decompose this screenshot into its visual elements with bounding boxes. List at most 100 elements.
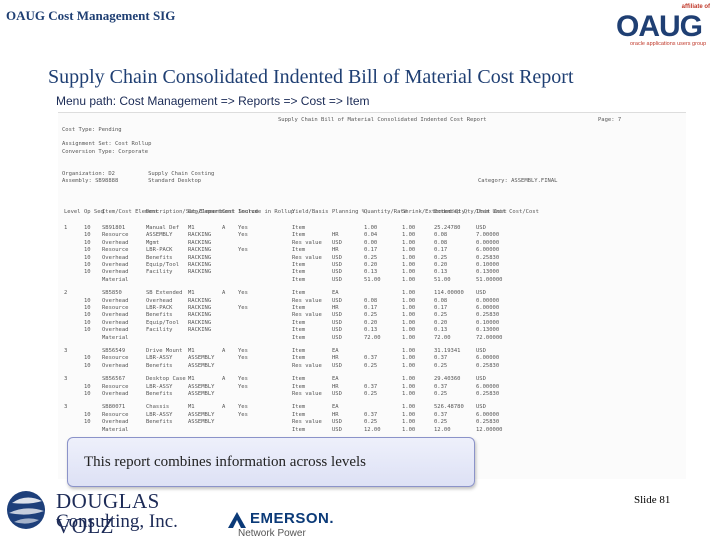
report-cell: A <box>222 290 226 297</box>
report-cell: 12.00000 <box>476 426 503 433</box>
report-cell: 10 <box>84 327 91 334</box>
report-cell: USD <box>476 225 486 231</box>
report-cell: 1 <box>64 225 68 231</box>
report-row: 10 Overhead Equip/Tool RACKING Item USD 0.20 1.… <box>62 262 682 269</box>
report-cell: RACKING <box>188 269 212 276</box>
report-cell: Resource <box>102 305 129 311</box>
report-cell: Benefits <box>146 254 173 261</box>
report-cell: 0.17 <box>364 305 378 311</box>
report-column-label: Description/Sub-Element <box>146 209 223 215</box>
report-cell: 10 <box>84 419 91 426</box>
partner-subtitle: Network Power <box>238 528 306 539</box>
report-meta-line: Assignment Set: Cost Rollup <box>62 141 152 147</box>
report-cell: Resource <box>102 355 129 362</box>
report-cell: 0.13000 <box>476 269 500 276</box>
report-cell: 0.25 <box>364 362 378 369</box>
report-cell: 10 <box>84 319 91 326</box>
report-row: 10 Resource LBR-PACK RACKING Yes Item HR 0.17 1.… <box>62 247 682 254</box>
report-cell: RACKING <box>188 305 212 311</box>
report-cell: RACKING <box>188 232 212 239</box>
report-cell: 10 <box>84 362 91 369</box>
report-cell: 0.08 <box>434 297 448 304</box>
report-meta-line: Organization: D2 Supply Chain Costing <box>62 171 215 177</box>
douglas-volz-logo: DOUGLAS VOLZ Consulting, Inc. <box>4 487 200 538</box>
report-cell: Resource <box>102 232 129 239</box>
report-row: Material Item USD 72.00 1.00 72.00 72.00000 <box>62 335 682 342</box>
report-cell: 0.25830 <box>476 312 500 319</box>
report-cell: 0.25830 <box>476 362 500 369</box>
header-title: OAUG Cost Management SIG <box>6 8 176 23</box>
report-cell: ASSEMBLY <box>188 362 215 369</box>
report-cell: Item <box>292 411 306 418</box>
report-cell: USD <box>332 334 342 341</box>
report-cell: 0.13000 <box>476 327 500 334</box>
report-cell: USD <box>332 269 342 276</box>
report-cell: 0.25 <box>364 312 378 319</box>
report-cell: 10 <box>84 225 91 231</box>
report-meta-line: Conversion Type: Corporate <box>62 149 149 155</box>
report-cell: 1.00 <box>402 391 416 397</box>
report-header-row: Level Op Seq Item/Cost Element Description/… <box>62 209 682 216</box>
report-cell: 6.00000 <box>476 383 500 390</box>
report-cell: 1.00 <box>402 254 416 261</box>
report-cell: USD <box>332 254 342 261</box>
report-cell: USD <box>476 404 486 411</box>
report-row: 3 SB80071 Chassis M1 A Yes Item EA 1.00 526.48780… <box>62 404 682 411</box>
report-cell: RACKING <box>188 254 212 261</box>
report-cell: 10 <box>84 232 91 239</box>
report-cell: 0.20 <box>364 262 378 268</box>
report-cell: 1.00 <box>402 419 416 426</box>
report-cell: Yes <box>238 247 248 254</box>
slide-number: Slide 81 <box>634 494 671 506</box>
report-cell: Benefits <box>146 362 173 369</box>
report-cell: Manual Def <box>146 225 180 231</box>
report-cell: Benefits <box>146 391 173 397</box>
report-cell: 10 <box>84 297 91 304</box>
report-cell: Item <box>292 327 306 334</box>
slide-title: Supply Chain Consolidated Indented Bill … <box>48 66 574 88</box>
report-cell: 10 <box>84 239 91 246</box>
report-cell: Overhead <box>102 297 129 304</box>
report-cell: HR <box>332 305 339 311</box>
report-cell: 6.00000 <box>476 355 500 362</box>
report-cell: M1 <box>188 225 195 231</box>
report-cell: Overhead <box>102 362 129 369</box>
report-cell: 0.25 <box>434 391 448 397</box>
report-cell: Yes <box>238 411 248 418</box>
report-cell: EA <box>332 290 339 297</box>
report-cell: 1.00 <box>402 319 416 326</box>
report-cell: Item <box>292 269 306 276</box>
report-cell: 3 <box>64 376 68 383</box>
report-cell: Item <box>292 355 306 362</box>
report-cell: 1.00 <box>402 312 416 319</box>
report-cell: 0.25 <box>434 419 448 426</box>
report-column-label: Cost Source <box>222 209 259 215</box>
report-cell: SB80071 <box>102 404 126 411</box>
report-cell: M1 <box>188 404 195 411</box>
report-cell: 1.00 <box>402 376 416 383</box>
report-cell: 0.25 <box>364 254 378 261</box>
report-cell: USD <box>332 297 342 304</box>
report-cell: Yes <box>238 404 248 411</box>
report-row: 10 Resource LBR-ASSY ASSEMBLY Yes Item HR 0.37 1… <box>62 384 682 391</box>
report-column-label: Op Seq <box>84 209 104 215</box>
report-cell: Facility <box>146 269 173 276</box>
report-cell: SB56549 <box>102 348 126 354</box>
report-cell: 1.00 <box>402 225 416 231</box>
report-cell: M1 <box>188 376 195 383</box>
report-meta-line: Assembly: SB98888 Standard Desktop <box>62 178 202 184</box>
report-cell: 526.48780 <box>434 404 464 411</box>
report-row: 10 Resource LBR-PACK RACKING Yes Item HR 0.17 1.… <box>62 305 682 312</box>
report-cell: Overhead <box>102 391 129 397</box>
report-cell: 0.04 <box>364 232 378 239</box>
report-column-label: Item Unit Cost/Cost <box>476 209 539 215</box>
report-cell: 1.00 <box>402 269 416 276</box>
report-cell: USD <box>476 348 486 354</box>
report-cell: HR <box>332 383 339 390</box>
report-cell: 1.00 <box>402 276 416 283</box>
callout-text: This report combines information across … <box>84 454 367 470</box>
report-cell: USD <box>332 262 342 268</box>
report-cell: 10 <box>84 305 91 311</box>
report-cell: Item <box>292 348 306 354</box>
report-cell: Res value <box>292 297 322 304</box>
